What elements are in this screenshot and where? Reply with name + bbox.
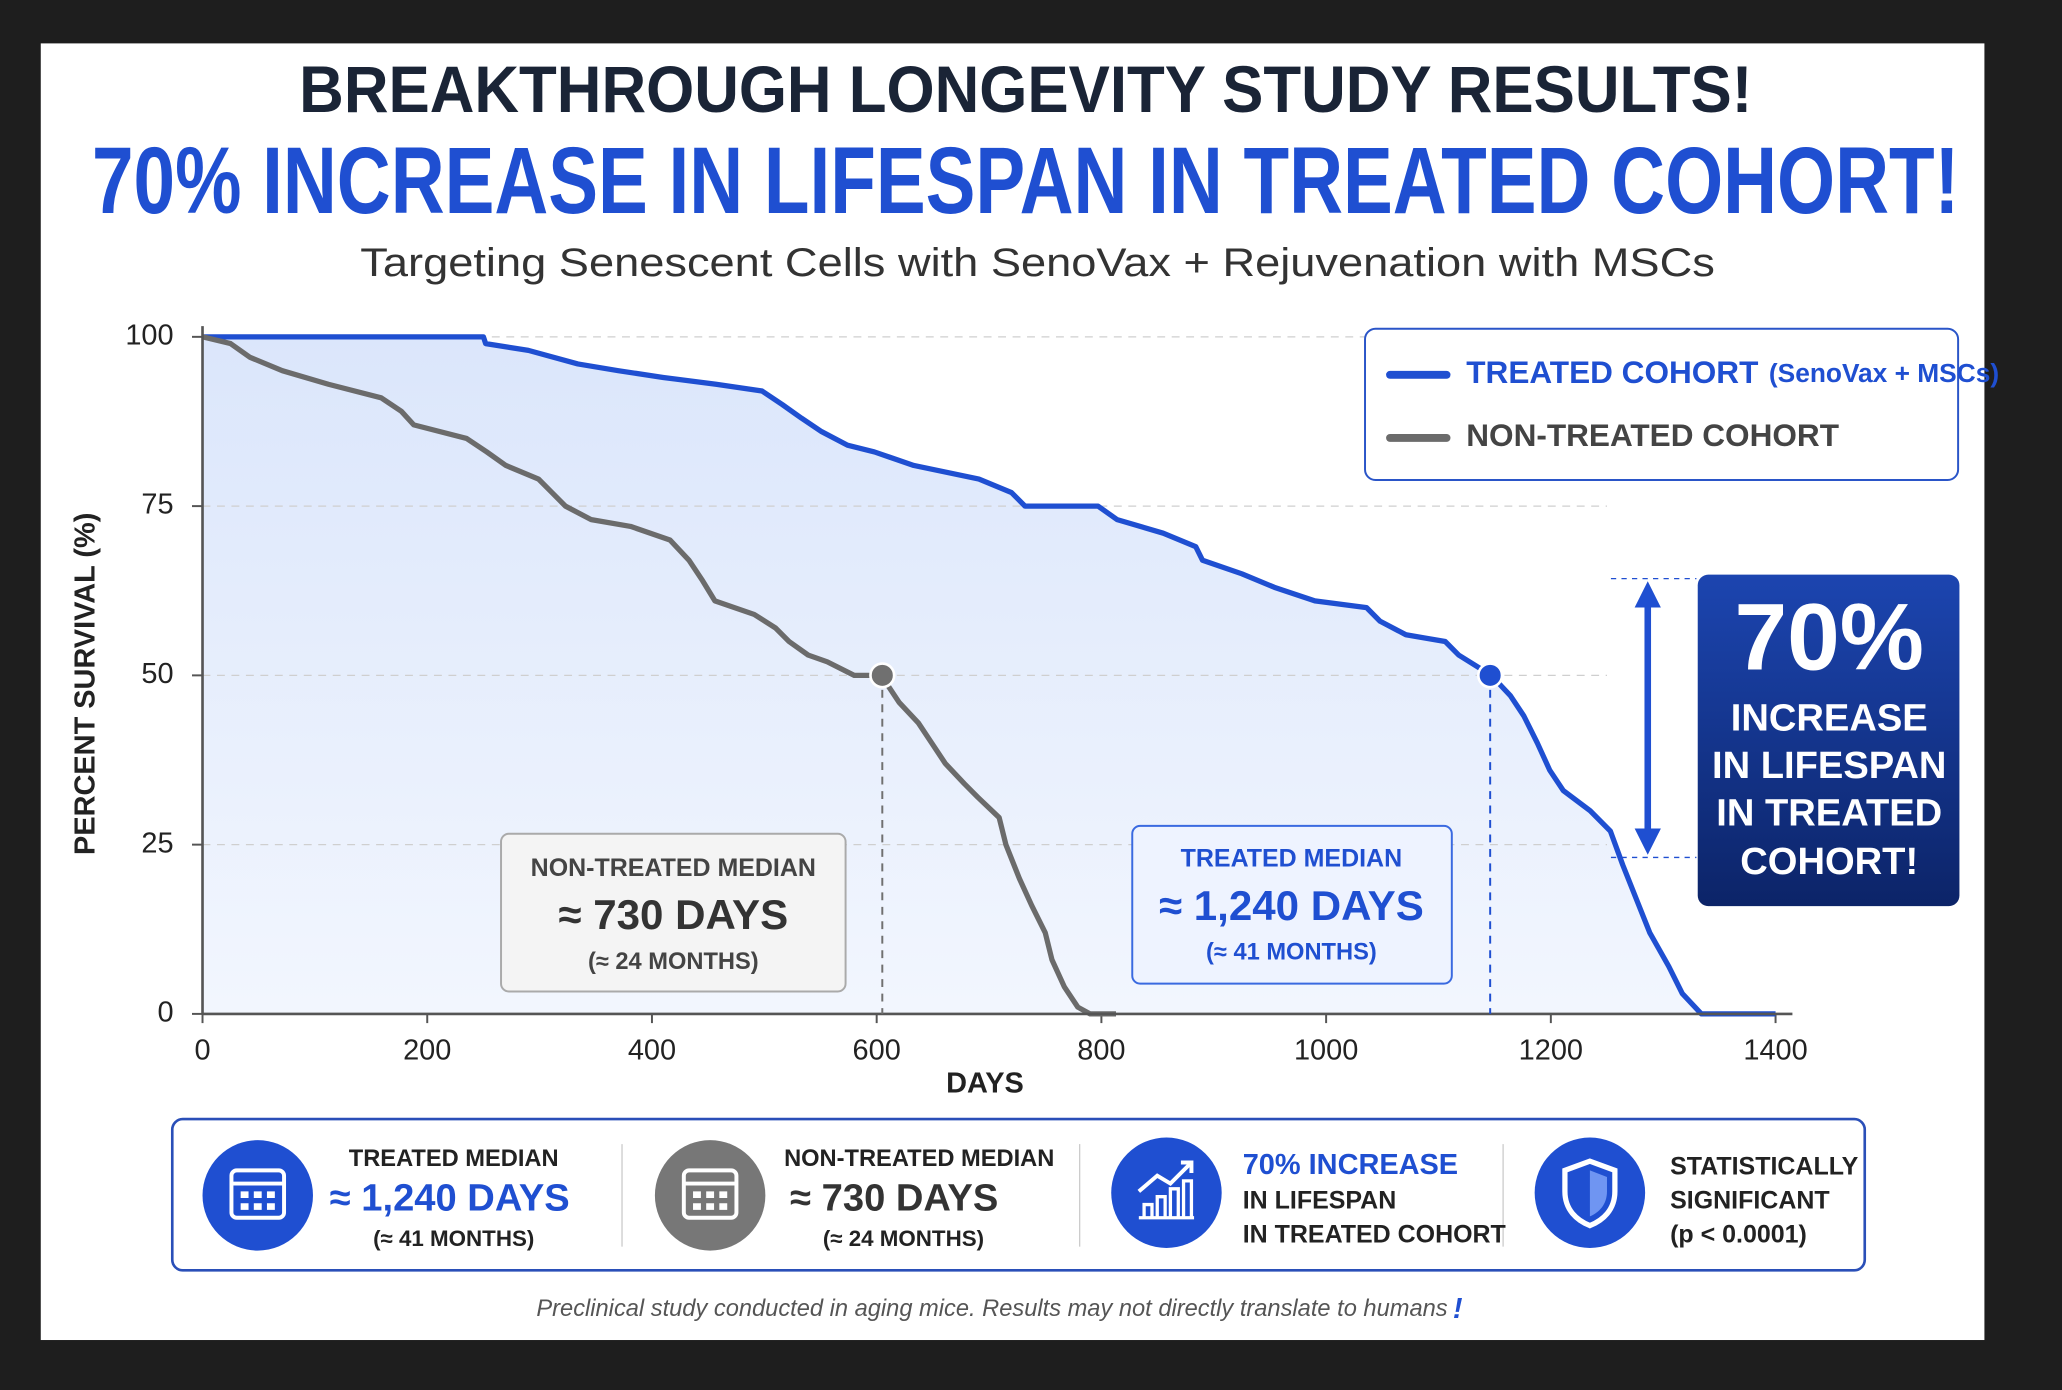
annotation-value: ≈ 1,240 DAYS bbox=[1159, 882, 1424, 929]
callout-line: COHORT! bbox=[1740, 840, 1918, 883]
legend-entry: TREATED COHORT (SenoVax + MSCs) bbox=[1466, 354, 1999, 390]
summary-title: NON-TREATED MEDIAN bbox=[784, 1146, 1054, 1172]
y-tick-label: 100 bbox=[125, 319, 173, 351]
annotation-title: NON-TREATED MEDIAN bbox=[531, 854, 816, 882]
callout-line: IN LIFESPAN bbox=[1712, 744, 1946, 787]
callout-line: IN TREATED bbox=[1716, 791, 1942, 834]
callout-value: 70% bbox=[1734, 584, 1923, 690]
survival-curve bbox=[202, 334, 1776, 1017]
summary-note: (≈ 41 MONTHS) bbox=[373, 1226, 534, 1251]
survival-curve bbox=[201, 334, 1117, 1017]
x-tick-label: 200 bbox=[403, 1035, 451, 1067]
y-tick-label: 25 bbox=[141, 827, 173, 859]
summary-value: ≈ 1,240 DAYS bbox=[330, 1177, 570, 1220]
summary-line: 70% INCREASE bbox=[1243, 1149, 1458, 1181]
summary-value: ≈ 730 DAYS bbox=[790, 1177, 998, 1220]
legend-box bbox=[1364, 327, 1960, 481]
y-tick-label: 50 bbox=[141, 658, 173, 690]
x-tick-label: 1400 bbox=[1743, 1035, 1807, 1067]
median-marker bbox=[1477, 662, 1504, 689]
legend-label: NON-TREATED COHORT bbox=[1466, 417, 1839, 453]
summary-note: (≈ 24 MONTHS) bbox=[823, 1226, 984, 1251]
y-axis-label: PERCENT SURVIVAL (%) bbox=[69, 513, 101, 855]
legend-note: (SenoVax + MSCs) bbox=[1769, 358, 1999, 388]
summary-title: TREATED MEDIAN bbox=[349, 1146, 559, 1172]
summary-line: STATISTICALLY bbox=[1670, 1152, 1859, 1180]
x-tick-label: 400 bbox=[628, 1035, 676, 1067]
summary-line: IN TREATED COHORT bbox=[1243, 1221, 1506, 1249]
x-tick-label: 0 bbox=[194, 1035, 210, 1067]
subtitle: Targeting Senescent Cells with SenoVax +… bbox=[360, 241, 1715, 285]
summary-line: (p < 0.0001) bbox=[1670, 1221, 1807, 1249]
footnote-text: Preclinical study conducted in aging mic… bbox=[536, 1296, 1447, 1322]
annotation-box bbox=[500, 832, 847, 993]
legend-label: TREATED COHORT bbox=[1466, 354, 1758, 390]
summary-line: SIGNIFICANT bbox=[1670, 1187, 1830, 1215]
y-tick-label: 0 bbox=[157, 997, 173, 1029]
shield-icon bbox=[1534, 1137, 1646, 1248]
x-tick-label: 1000 bbox=[1294, 1035, 1358, 1067]
annotation-box bbox=[1131, 824, 1453, 985]
annotation-title: TREATED MEDIAN bbox=[1181, 845, 1402, 873]
chart-title: BREAKTHROUGH LONGEVITY STUDY RESULTS! bbox=[299, 52, 1752, 126]
calendar-icon bbox=[654, 1140, 766, 1251]
median-marker bbox=[869, 662, 896, 689]
headline: 70% INCREASE IN LIFESPAN IN TREATED COHO… bbox=[92, 128, 1959, 234]
growth-icon bbox=[1111, 1137, 1222, 1248]
x-axis-label: DAYS bbox=[946, 1068, 1024, 1100]
callout-box bbox=[1697, 574, 1960, 907]
x-tick-label: 800 bbox=[1077, 1035, 1125, 1067]
y-tick-label: 75 bbox=[141, 489, 173, 521]
footnote-mark: ! bbox=[1453, 1292, 1463, 1324]
summary-line: IN LIFESPAN bbox=[1243, 1187, 1397, 1215]
annotation-value: ≈ 730 DAYS bbox=[558, 891, 788, 938]
annotation-note: (≈ 41 MONTHS) bbox=[1206, 940, 1377, 966]
calendar-icon bbox=[202, 1140, 313, 1251]
footnote: Preclinical study conducted in aging mic… bbox=[536, 1292, 1462, 1324]
legend-entry: NON-TREATED COHORT bbox=[1466, 417, 1839, 453]
x-tick-label: 1200 bbox=[1519, 1035, 1583, 1067]
annotation-note: (≈ 24 MONTHS) bbox=[588, 949, 759, 975]
callout-line: INCREASE bbox=[1731, 697, 1928, 740]
summary-panel bbox=[170, 1117, 1867, 1272]
x-tick-label: 600 bbox=[853, 1035, 901, 1067]
